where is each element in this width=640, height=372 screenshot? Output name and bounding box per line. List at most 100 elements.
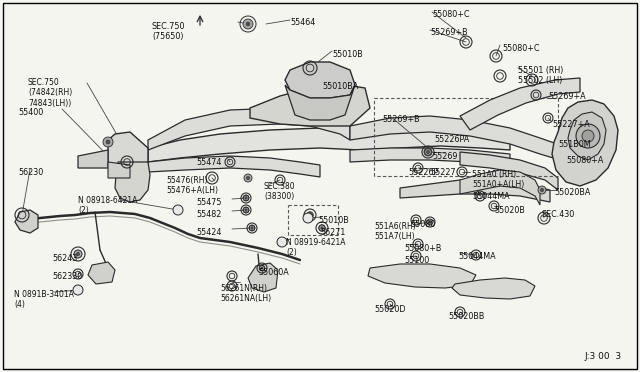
Text: 55269+B: 55269+B [430,28,468,37]
Text: 55060A: 55060A [258,268,289,277]
Text: 55020B: 55020B [494,206,525,215]
Text: 55424: 55424 [196,228,221,237]
Polygon shape [250,84,370,126]
Circle shape [307,212,312,218]
Circle shape [540,188,543,192]
Text: N 08918-6421A
(2): N 08918-6421A (2) [78,196,138,215]
Circle shape [245,209,247,211]
Text: 56243: 56243 [52,254,77,263]
Circle shape [303,213,313,223]
Circle shape [251,227,253,229]
Circle shape [424,148,432,156]
Circle shape [173,205,183,215]
Text: 56230: 56230 [18,168,44,177]
Polygon shape [15,210,38,233]
Circle shape [319,225,325,231]
Text: 55010BA: 55010BA [322,82,358,91]
Circle shape [429,221,431,223]
Polygon shape [248,263,278,292]
Circle shape [76,252,79,256]
Text: SEC.750
(74842(RH)
74843(LH)): SEC.750 (74842(RH) 74843(LH)) [28,78,72,108]
Circle shape [73,285,83,295]
Text: 55227+A: 55227+A [552,120,589,129]
Circle shape [74,250,82,258]
Polygon shape [108,162,130,178]
Text: 55100: 55100 [404,256,429,265]
Circle shape [538,186,546,194]
Text: 55080+A: 55080+A [566,156,604,165]
Polygon shape [568,112,606,160]
Circle shape [277,237,287,247]
Polygon shape [552,100,618,186]
Circle shape [259,266,264,270]
Polygon shape [460,170,540,205]
Text: 55400: 55400 [18,108,44,117]
Circle shape [245,197,247,199]
Text: 55010B: 55010B [318,216,349,225]
Polygon shape [400,180,550,202]
Text: N 0891B-3401A
(4): N 0891B-3401A (4) [14,290,74,310]
Text: 55080+B: 55080+B [404,244,442,253]
Text: 55226P: 55226P [408,168,438,177]
Polygon shape [460,152,558,190]
Text: 55269+A: 55269+A [548,92,586,101]
Text: 55269+B: 55269+B [382,115,420,124]
Text: 55226PA: 55226PA [434,135,469,144]
Circle shape [576,124,600,148]
Text: 55020BA: 55020BA [554,188,590,197]
Circle shape [321,227,323,229]
Text: 562330: 562330 [52,272,83,281]
Polygon shape [148,108,350,150]
Polygon shape [452,278,535,299]
Text: 55269: 55269 [432,152,458,161]
Text: SEC.380
(38300): SEC.380 (38300) [264,182,296,201]
Circle shape [243,207,249,213]
Text: 55020BB: 55020BB [448,312,484,321]
Circle shape [246,22,250,26]
Circle shape [249,225,255,231]
Polygon shape [368,264,476,288]
Text: 55464: 55464 [290,18,316,27]
Text: 551A0 (RH)
551A0+A(LH): 551A0 (RH) 551A0+A(LH) [472,170,524,189]
Circle shape [261,267,263,269]
Text: 55227: 55227 [430,168,456,177]
Polygon shape [285,85,355,120]
Circle shape [103,137,113,147]
Circle shape [106,140,110,144]
Circle shape [244,174,252,182]
Text: 55080+C: 55080+C [432,10,470,19]
Circle shape [246,176,250,180]
Text: 55020D: 55020D [374,305,406,314]
Circle shape [426,150,429,154]
Polygon shape [148,124,510,162]
Text: 56271: 56271 [320,228,346,237]
Circle shape [582,130,594,142]
Text: 55482: 55482 [196,210,221,219]
Text: 55080: 55080 [410,220,435,229]
Text: 55474: 55474 [196,158,221,167]
Text: 55044MA: 55044MA [458,252,495,261]
Polygon shape [350,148,510,165]
Polygon shape [285,62,355,98]
Circle shape [243,195,249,201]
Text: 551B0M: 551B0M [558,140,591,149]
Text: 55476(RH)
55476+A(LH): 55476(RH) 55476+A(LH) [166,176,218,195]
Polygon shape [88,262,115,284]
Polygon shape [115,162,150,202]
Polygon shape [78,150,108,168]
Text: SEC.430: SEC.430 [542,210,575,219]
Circle shape [309,214,311,216]
Text: 55475: 55475 [196,198,221,207]
Text: 55010B: 55010B [332,50,363,59]
Text: 551A6(RH)
551A7(LH): 551A6(RH) 551A7(LH) [374,222,416,241]
Circle shape [427,219,433,225]
Text: SEC.750
(75650): SEC.750 (75650) [151,22,185,41]
Text: N 08919-6421A
(2): N 08919-6421A (2) [286,238,346,257]
Polygon shape [108,132,148,174]
Text: 56261N(RH)
56261NA(LH): 56261N(RH) 56261NA(LH) [220,284,271,304]
Text: J:3 00  3: J:3 00 3 [584,352,621,361]
Text: 55501 (RH)
55502 (LH): 55501 (RH) 55502 (LH) [518,66,563,86]
Circle shape [243,19,253,29]
Polygon shape [350,116,560,160]
Text: 55080+C: 55080+C [502,44,540,53]
